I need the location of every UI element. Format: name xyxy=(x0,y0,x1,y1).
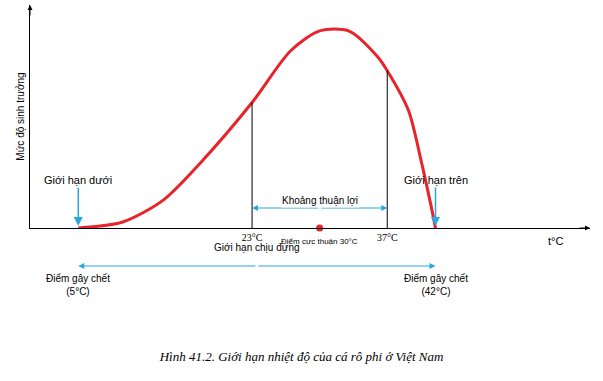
svg-text:Điểm gây chết(5°C): Điểm gây chết(5°C) xyxy=(46,273,110,297)
svg-text:Mức độ sinh trưởng: Mức độ sinh trưởng xyxy=(15,72,26,160)
svg-text:37°C: 37°C xyxy=(377,232,398,243)
svg-text:Giới hạn trên: Giới hạn trên xyxy=(404,174,468,186)
svg-text:Điểm cực thuận 30°C: Điểm cực thuận 30°C xyxy=(281,237,358,246)
svg-text:Điểm gây chết(42°C): Điểm gây chết(42°C) xyxy=(404,273,468,297)
svg-text:t°C: t°C xyxy=(548,235,563,247)
svg-text:Khoảng thuận lợi: Khoảng thuận lợi xyxy=(282,195,358,206)
svg-text:Giới hạn dưới: Giới hạn dưới xyxy=(44,174,112,186)
svg-text:Giới hạn chịu đựng: Giới hạn chịu đựng xyxy=(214,242,300,253)
svg-text:Hình 41.2. Giới hạn nhiệt độ c: Hình 41.2. Giới hạn nhiệt độ của cá rô p… xyxy=(159,349,444,364)
svg-text:23°C: 23°C xyxy=(242,232,263,243)
